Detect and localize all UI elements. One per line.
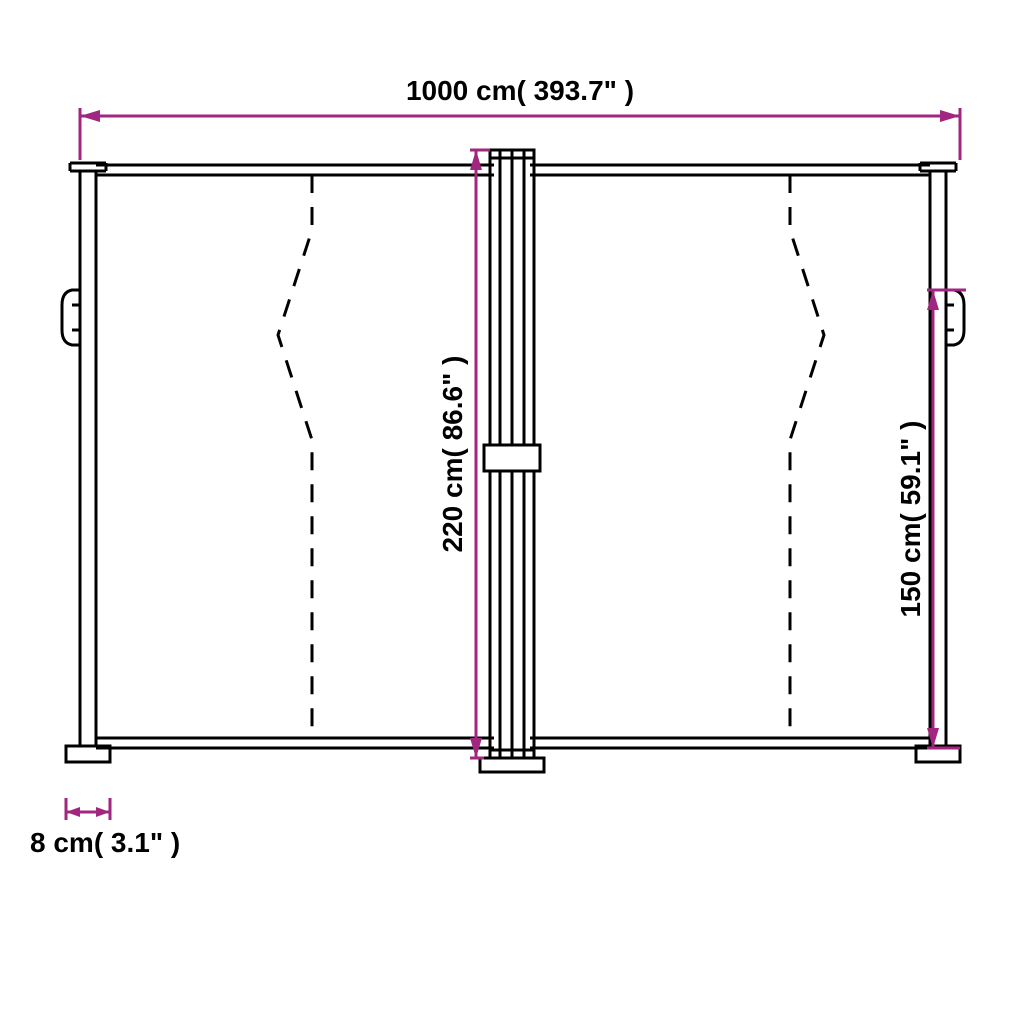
center-column bbox=[480, 150, 544, 772]
left-post bbox=[62, 163, 110, 762]
structure-outline bbox=[62, 150, 964, 772]
right-panel bbox=[530, 165, 930, 748]
post-width-dimension: 8 cm( 3.1" ) bbox=[30, 798, 180, 858]
center-height-dimension: 220 cm( 86.6" ) bbox=[437, 150, 490, 758]
side-height-label: 150 cm( 59.1" ) bbox=[895, 421, 926, 618]
fold-lines bbox=[278, 175, 824, 738]
dimension-diagram: 1000 cm( 393.7" ) bbox=[0, 0, 1024, 1024]
center-height-label: 220 cm( 86.6" ) bbox=[437, 356, 468, 553]
left-panel bbox=[96, 165, 494, 748]
width-label: 1000 cm( 393.7" ) bbox=[406, 75, 634, 106]
post-width-label: 8 cm( 3.1" ) bbox=[30, 827, 180, 858]
width-dimension: 1000 cm( 393.7" ) bbox=[80, 75, 960, 160]
